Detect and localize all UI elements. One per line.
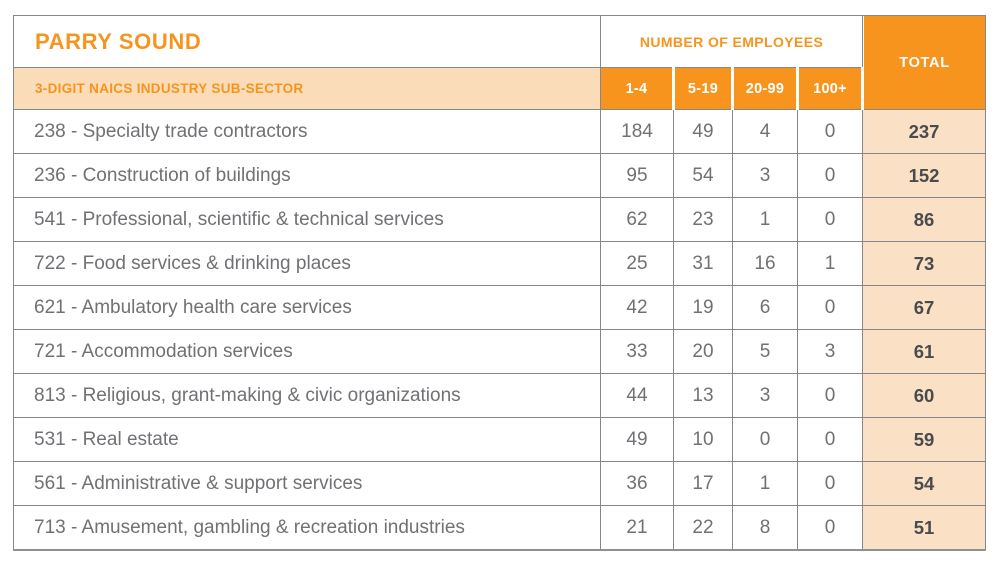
industry-label: 713 - Amusement, gambling & recreation i… — [13, 505, 601, 551]
count-1-4: 25 — [600, 241, 674, 286]
count-20-99: 1 — [732, 197, 798, 242]
industry-label: 813 - Religious, grant-making & civic or… — [13, 373, 601, 418]
count-20-99: 1 — [732, 461, 798, 506]
table-row: 561 - Administrative & support services … — [13, 461, 987, 506]
row-total: 61 — [862, 329, 987, 374]
count-100plus: 0 — [796, 197, 864, 242]
industry-label: 621 - Ambulatory health care services — [13, 285, 601, 330]
count-1-4: 49 — [600, 417, 674, 462]
count-20-99: 0 — [732, 417, 798, 462]
band-header-100plus: 100+ — [795, 67, 865, 110]
employees-table: PARRY SOUND NUMBER OF EMPLOYEES TOTAL 3-… — [13, 15, 987, 551]
count-20-99: 5 — [732, 329, 798, 374]
industry-label: 721 - Accommodation services — [13, 329, 601, 374]
count-100plus: 0 — [796, 109, 864, 154]
row-total: 152 — [862, 153, 987, 198]
row-total: 73 — [862, 241, 987, 286]
count-1-4: 36 — [600, 461, 674, 506]
table-row: 238 - Specialty trade contractors 184 49… — [13, 109, 987, 154]
count-20-99: 3 — [732, 373, 798, 418]
count-1-4: 184 — [600, 109, 674, 154]
table-row: 621 - Ambulatory health care services 42… — [13, 285, 987, 330]
count-100plus: 1 — [796, 241, 864, 286]
count-5-19: 54 — [673, 153, 733, 198]
row-total: 51 — [862, 505, 987, 551]
count-100plus: 0 — [796, 461, 864, 506]
row-total: 86 — [862, 197, 987, 242]
count-5-19: 13 — [673, 373, 733, 418]
row-total: 54 — [862, 461, 987, 506]
count-5-19: 20 — [673, 329, 733, 374]
count-20-99: 16 — [732, 241, 798, 286]
table-row: 531 - Real estate 49 10 0 0 59 — [13, 417, 987, 462]
count-1-4: 42 — [600, 285, 674, 330]
count-1-4: 95 — [600, 153, 674, 198]
table-row: 236 - Construction of buildings 95 54 3 … — [13, 153, 987, 198]
industry-label: 238 - Specialty trade contractors — [13, 109, 601, 154]
count-20-99: 6 — [732, 285, 798, 330]
count-100plus: 0 — [796, 505, 864, 551]
row-total: 237 — [862, 109, 987, 154]
industry-label: 541 - Professional, scientific & technic… — [13, 197, 601, 242]
row-total: 60 — [862, 373, 987, 418]
count-5-19: 10 — [673, 417, 733, 462]
count-100plus: 0 — [796, 153, 864, 198]
table-row: 722 - Food services & drinking places 25… — [13, 241, 987, 286]
region-title: PARRY SOUND — [13, 15, 601, 68]
band-header-1-4: 1-4 — [600, 67, 674, 110]
subheader-row: 3-DIGIT NAICS INDUSTRY SUB-SECTOR 1-4 5-… — [13, 67, 986, 110]
total-column-header: TOTAL — [862, 15, 987, 110]
table-row: 541 - Professional, scientific & technic… — [13, 197, 987, 242]
industry-label: 561 - Administrative & support services — [13, 461, 601, 506]
row-total: 59 — [862, 417, 987, 462]
count-5-19: 23 — [673, 197, 733, 242]
table-row: 713 - Amusement, gambling & recreation i… — [13, 505, 987, 551]
count-20-99: 3 — [732, 153, 798, 198]
count-1-4: 33 — [600, 329, 674, 374]
band-header-5-19: 5-19 — [672, 67, 733, 110]
count-20-99: 8 — [732, 505, 798, 551]
band-header-20-99: 20-99 — [731, 67, 798, 110]
table-row: 721 - Accommodation services 33 20 5 3 6… — [13, 329, 987, 374]
count-20-99: 4 — [732, 109, 798, 154]
count-1-4: 44 — [600, 373, 674, 418]
count-5-19: 17 — [673, 461, 733, 506]
count-5-19: 49 — [673, 109, 733, 154]
count-5-19: 19 — [673, 285, 733, 330]
count-100plus: 0 — [796, 285, 864, 330]
count-1-4: 21 — [600, 505, 674, 551]
industry-label: 722 - Food services & drinking places — [13, 241, 601, 286]
count-100plus: 0 — [796, 373, 864, 418]
count-100plus: 0 — [796, 417, 864, 462]
employees-group-header: NUMBER OF EMPLOYEES — [599, 15, 864, 68]
count-100plus: 3 — [796, 329, 864, 374]
count-5-19: 22 — [673, 505, 733, 551]
title-row: PARRY SOUND NUMBER OF EMPLOYEES TOTAL — [13, 15, 987, 110]
industry-label: 531 - Real estate — [13, 417, 601, 462]
count-1-4: 62 — [600, 197, 674, 242]
table-row: 813 - Religious, grant-making & civic or… — [13, 373, 987, 418]
row-total: 67 — [862, 285, 987, 330]
count-5-19: 31 — [673, 241, 733, 286]
industry-label: 236 - Construction of buildings — [13, 153, 601, 198]
sector-column-header: 3-DIGIT NAICS INDUSTRY SUB-SECTOR — [13, 67, 601, 110]
